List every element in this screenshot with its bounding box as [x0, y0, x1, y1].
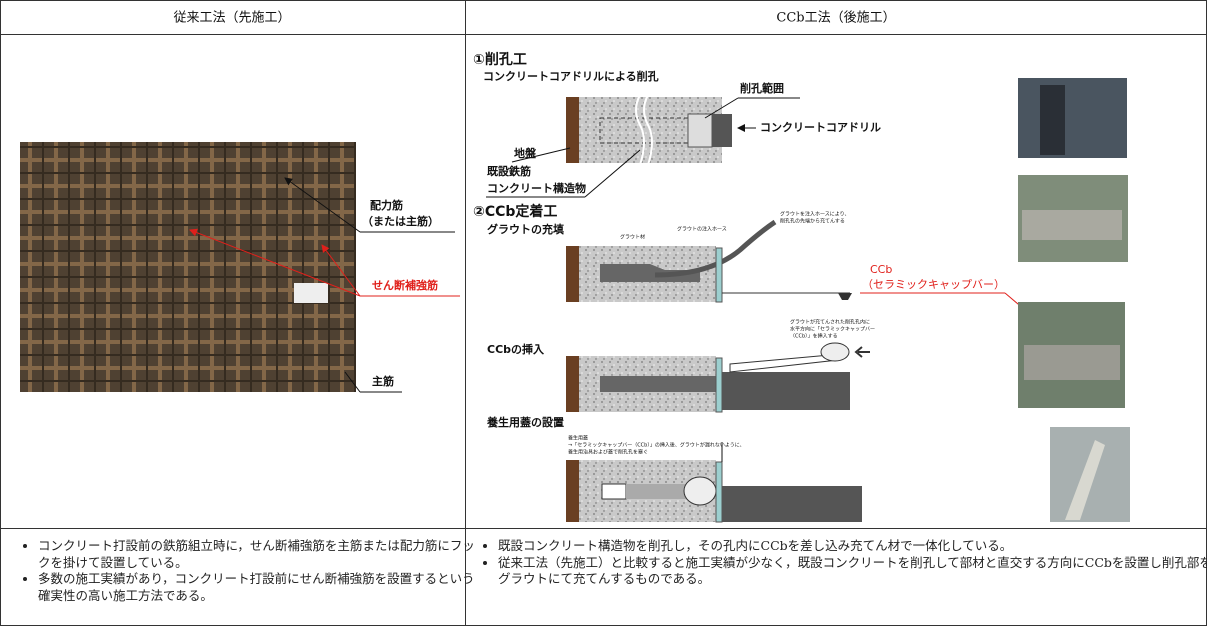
note: （CCb）」を挿入する [790, 333, 838, 340]
bullet-list: コンクリート打設前の鉄筋組立時に，せん断補強筋を主筋または配力筋にフックを掛けて… [20, 538, 478, 604]
note: グラウトが充てんされた削孔孔内に [790, 319, 870, 326]
step-sub: CCbの挿入 [487, 342, 544, 356]
label: 地盤 [514, 146, 537, 160]
pointer [511, 147, 571, 163]
hole [599, 117, 713, 144]
ccb [729, 354, 840, 373]
arrow [854, 346, 870, 358]
note: →「セラミックキャップバー（CCb）」の挿入後、グラウトが漏れないように、 [568, 442, 745, 449]
pointer [584, 149, 641, 198]
soil [566, 246, 579, 302]
step-sub: グラウトの充填 [487, 222, 565, 236]
bullet-list: 既設コンクリート構造物を削孔し，その孔内にCCbを差し込み充てん材で一体化してい… [480, 538, 1207, 588]
bullet: 多数の施工実績があり，コンクリート打設前にせん断補強筋を設置するという確実性の高… [38, 571, 478, 604]
step-sub: 養生用蓋の設置 [487, 415, 564, 429]
step-title: ①削孔工 [473, 51, 527, 68]
note: 養生用治具および蓋で削孔孔を塞ぐ [568, 449, 648, 456]
note: 養生用蓋 [568, 435, 588, 442]
photo-trough [1022, 210, 1122, 240]
drill [712, 114, 732, 147]
bullet: 従来工法（先施工）と比較すると施工実績が少なく，既設コンクリートを削孔して部材と… [498, 555, 1207, 588]
label: （または主筋） [362, 214, 439, 228]
cap [715, 247, 723, 303]
label: コンクリート構造物 [487, 181, 586, 195]
label: 主筋 [372, 374, 394, 388]
note: 水平方向に「セラミックキャップバー [790, 326, 875, 333]
step-sub: コンクリートコアドリルによる削孔 [483, 69, 659, 83]
header-cell: 従来工法（先施工） [173, 11, 290, 26]
photo-drilling [1018, 78, 1127, 158]
soil [566, 97, 579, 163]
note: グラウトを注入ホースにより、 [780, 211, 849, 218]
pointer [321, 244, 361, 297]
photo-rebar [20, 142, 356, 392]
header-cell: CCb工法（後施工） [776, 11, 895, 26]
hose [654, 219, 777, 278]
photo-tag [294, 283, 328, 303]
grout [600, 264, 700, 282]
photo-board [1065, 440, 1105, 520]
pointer [284, 177, 361, 233]
label: CCb [870, 263, 892, 276]
label: （セラミックキャップバー） [862, 278, 1005, 291]
ccb-head [683, 476, 717, 506]
step-title: ②CCb定着工 [473, 203, 557, 220]
note: グラウト材 [620, 234, 645, 241]
ccb-end [601, 483, 627, 500]
photo-trough [1024, 345, 1120, 380]
ground-block [722, 372, 850, 410]
label: 配力筋 [370, 198, 403, 212]
ccb-body [626, 484, 692, 499]
label: 削孔範囲 [740, 81, 784, 95]
note: 削孔孔の先端から充てんする [780, 218, 845, 225]
label: コンクリートコアドリル [760, 121, 881, 134]
bucket [838, 293, 852, 300]
pointer [344, 371, 361, 393]
drill-bit [687, 113, 713, 148]
label: せん断補強筋 [372, 278, 438, 292]
cap [715, 357, 723, 413]
soil [566, 356, 579, 412]
label: 既設鉄筋 [487, 164, 531, 178]
cap [715, 461, 723, 523]
note: グラウトの注入ホース [677, 226, 727, 233]
ground-block [722, 486, 862, 522]
pointer [704, 97, 739, 119]
soil [566, 460, 579, 522]
pointer [189, 228, 361, 297]
ccb-head [820, 342, 850, 362]
grout [600, 376, 716, 392]
bullet: 既設コンクリート構造物を削孔し，その孔内にCCbを差し込み充てん材で一体化してい… [498, 538, 1207, 555]
photo-shade [20, 142, 356, 392]
break [635, 94, 653, 166]
photo-worker [1040, 85, 1065, 155]
bullet: コンクリート打設前の鉄筋組立時に，せん断補強筋を主筋または配力筋にフックを掛けて… [38, 538, 478, 571]
